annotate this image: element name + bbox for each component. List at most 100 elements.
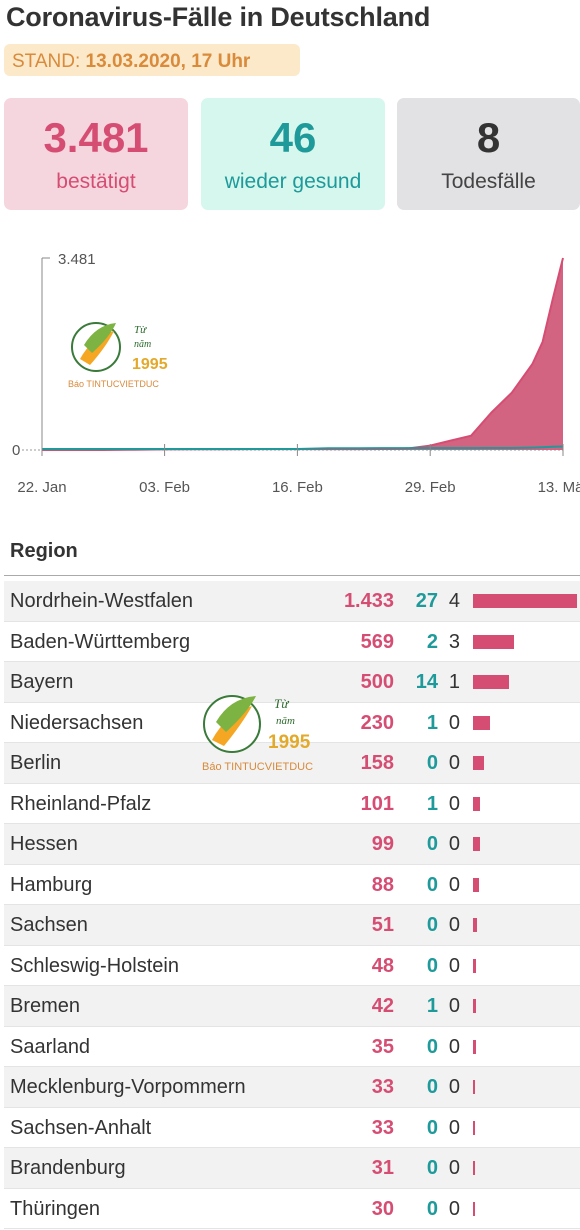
table-row: Nordrhein-Westfalen 1.433 27 4 (4, 581, 580, 622)
deaths-card: 8 Todesfälle (397, 98, 580, 210)
stand-badge: STAND: 13.03.2020, 17 Uhr (4, 44, 300, 76)
cases-bar (473, 999, 477, 1013)
confirmed-cell: 42 (371, 995, 394, 1017)
watermark-line1: Từ (274, 696, 289, 711)
recovered-cell: 0 (426, 954, 438, 977)
recovered-cell: 0 (426, 1076, 438, 1098)
cases-bar (473, 877, 480, 892)
cases-bar (473, 796, 481, 811)
confirmed-cell: 230 (360, 711, 394, 734)
watermark-logo-table: Từ năm 1995 Báo TINTUCVIETDUC (202, 695, 313, 773)
deaths-count: 8 (476, 114, 501, 161)
recovered-cell: 0 (426, 1035, 438, 1058)
watermark-brand: Báo TINTUCVIETDUC (202, 761, 313, 773)
recovered-cell: 2 (426, 630, 438, 653)
region-header: Region (10, 540, 78, 562)
watermark-leaf-green (216, 696, 256, 732)
y-max-label: 3.481 (58, 251, 96, 268)
table-row: Mecklenburg-Vorpommern 33 0 0 (4, 1067, 580, 1108)
table-row: Thüringen 30 0 0 (4, 1189, 580, 1229)
region-name: Bremen (10, 995, 81, 1017)
region-name: Baden-Württemberg (10, 630, 191, 653)
watermark-logo: Từ năm 1995 Báo TINTUCVIETDUC (68, 322, 168, 389)
deaths-cell: 4 (448, 590, 460, 612)
recovered-cell: 1 (426, 792, 438, 815)
region-table: Nordrhein-Westfalen 1.433 27 4 Baden-Württem… (4, 581, 580, 1229)
cases-bar (473, 1161, 476, 1175)
deaths-cell: 0 (448, 1035, 460, 1058)
recovered-cell: 0 (426, 833, 438, 855)
table-row: Sachsen 51 0 0 (4, 905, 580, 946)
deaths-label: Todesfälle (441, 170, 536, 193)
confirmed-cell: 30 (371, 1197, 394, 1220)
confirmed-cell: 1.433 (343, 590, 394, 612)
x-tick-label: 03. Feb (139, 479, 190, 496)
x-tick-label: 13. Mär (538, 479, 580, 496)
confirmed-cell: 88 (371, 873, 394, 896)
cases-bar (473, 1080, 476, 1094)
watermark-line2: năm (134, 339, 151, 350)
table-row: Sachsen-Anhalt 33 0 0 (4, 1108, 580, 1148)
table-row: Saarland 35 0 0 (4, 1027, 580, 1067)
watermark-year: 1995 (268, 732, 311, 753)
confirmed-line (42, 257, 564, 451)
confirmed-cell: 51 (371, 914, 394, 936)
deaths-cell: 0 (448, 995, 460, 1017)
recovered-cell: 14 (415, 671, 438, 693)
watermark-year: 1995 (132, 356, 168, 373)
cases-bar (473, 918, 477, 932)
table-row: Niedersachsen 230 1 0 (4, 703, 580, 743)
deaths-cell: 0 (448, 833, 460, 855)
region-name: Berlin (10, 752, 62, 774)
x-tick-label: 22. Jan (17, 479, 66, 496)
cases-bar (473, 1120, 476, 1135)
recovered-count: 46 (269, 114, 317, 161)
deaths-cell: 0 (448, 954, 460, 977)
confirmed-cell: 500 (360, 671, 394, 693)
deaths-cell: 0 (448, 873, 460, 896)
confirmed-cell: 35 (371, 1035, 394, 1058)
cases-chart: 3.481 0 22. Jan 03. Feb 16. Feb 29. Feb 13. … (12, 251, 580, 496)
region-name: Hessen (10, 833, 78, 855)
region-name: Sachsen-Anhalt (10, 1116, 152, 1139)
recovered-card: 46 wieder gesund (201, 98, 385, 210)
region-name: Sachsen (10, 914, 88, 936)
cases-bar (473, 675, 510, 689)
region-name: Schleswig-Holstein (10, 954, 179, 977)
region-name: Thüringen (10, 1197, 101, 1220)
watermark-leaf-green (84, 323, 116, 353)
cases-bar (473, 715, 490, 730)
confirmed-count: 3.481 (43, 114, 149, 161)
cases-bar (473, 1201, 476, 1216)
y-zero-label: 0 (12, 442, 20, 459)
table-row: Bayern 500 14 1 (4, 662, 580, 703)
cases-bar (473, 594, 577, 608)
cases-bar (473, 958, 477, 973)
confirmed-area (42, 258, 563, 450)
recovered-cell: 0 (426, 752, 438, 774)
deaths-cell: 0 (448, 752, 460, 774)
cases-bar (473, 756, 485, 770)
x-axis-ticks: 22. Jan 03. Feb 16. Feb 29. Feb 13. Mär (17, 444, 580, 496)
region-name: Rheinland-Pfalz (10, 792, 152, 815)
region-name: Niedersachsen (10, 711, 144, 734)
deaths-cell: 1 (448, 671, 460, 693)
confirmed-label: bestätigt (56, 170, 136, 193)
region-name: Nordrhein-Westfalen (10, 590, 194, 612)
region-name: Brandenburg (10, 1157, 126, 1179)
watermark-brand: Báo TINTUCVIETDUC (68, 379, 159, 389)
deaths-cell: 0 (448, 1116, 460, 1139)
cases-bar (473, 837, 481, 851)
region-divider (4, 575, 580, 576)
x-tick-label: 16. Feb (272, 479, 323, 496)
region-name: Hamburg (10, 873, 93, 896)
confirmed-cell: 101 (360, 792, 394, 815)
confirmed-cell: 48 (371, 954, 394, 977)
confirmed-cell: 158 (360, 752, 394, 774)
recovered-cell: 27 (415, 590, 438, 612)
stand-label: STAND: (12, 51, 81, 72)
region-name: Saarland (10, 1035, 91, 1058)
recovered-label: wieder gesund (224, 170, 362, 193)
recovered-cell: 0 (426, 1197, 438, 1220)
recovered-line (42, 445, 564, 450)
